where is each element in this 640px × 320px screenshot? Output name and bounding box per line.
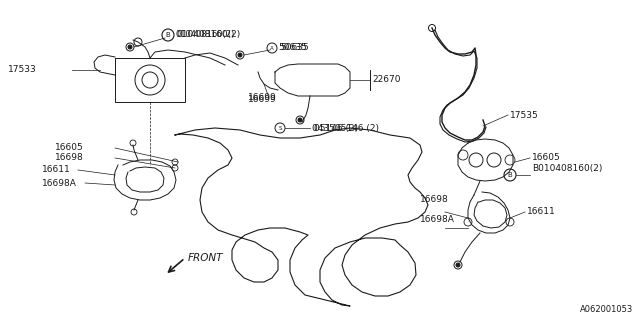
Text: S: S	[278, 125, 282, 131]
Text: 010408160(2): 010408160(2)	[175, 30, 234, 39]
Text: A062001053: A062001053	[580, 305, 634, 314]
Text: 17533: 17533	[8, 66, 36, 75]
Circle shape	[238, 53, 242, 57]
Text: FRONT: FRONT	[188, 253, 223, 263]
Text: 50635: 50635	[280, 44, 308, 52]
Text: 16605: 16605	[55, 143, 84, 153]
Text: 16698: 16698	[55, 154, 84, 163]
Circle shape	[456, 263, 460, 267]
Text: B010408160(2): B010408160(2)	[532, 164, 602, 172]
Text: 16699: 16699	[248, 95, 276, 105]
Text: 16698A: 16698A	[42, 179, 77, 188]
Text: 010408160(2): 010408160(2)	[176, 30, 240, 39]
Text: 50635: 50635	[278, 44, 307, 52]
Text: 16699: 16699	[248, 93, 276, 102]
Text: A: A	[270, 45, 274, 51]
Text: 05146 (2): 05146 (2)	[314, 124, 358, 132]
Text: B: B	[508, 172, 513, 178]
Text: 17535: 17535	[510, 110, 539, 119]
Text: 16605: 16605	[532, 154, 561, 163]
Text: 16698A: 16698A	[420, 215, 455, 225]
Circle shape	[128, 45, 132, 49]
Text: B: B	[166, 32, 170, 38]
Circle shape	[298, 118, 302, 122]
Text: 16611: 16611	[42, 165, 71, 174]
Text: 043505146 (2): 043505146 (2)	[312, 124, 379, 132]
Text: 16698: 16698	[420, 196, 449, 204]
Text: 16611: 16611	[527, 207, 556, 217]
Text: 22670: 22670	[372, 76, 401, 84]
